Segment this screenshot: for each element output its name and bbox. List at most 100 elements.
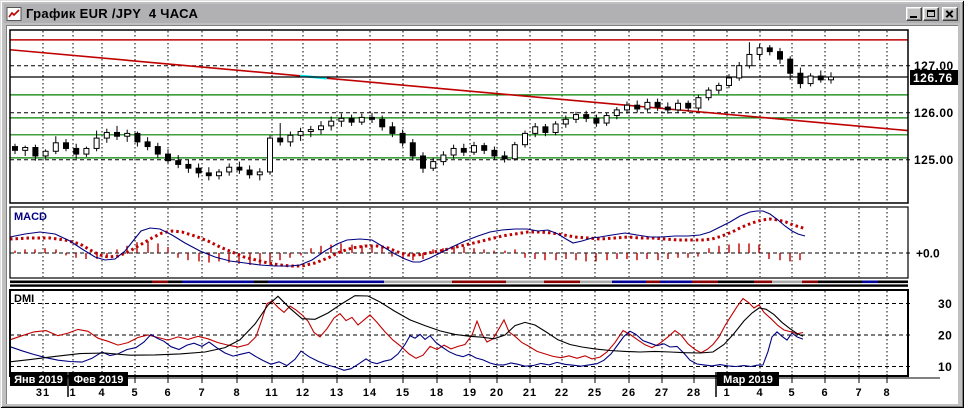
candle	[338, 117, 345, 122]
ribbon-segment	[802, 280, 818, 284]
candle	[63, 142, 69, 149]
date-axis: 31 1 4 5 6 7 8 11 12 13 14 15 18 19 20 21 22 25 26 27 28 1 4 5 6…	[10, 372, 940, 399]
candle	[12, 146, 18, 151]
trendline	[9, 48, 909, 132]
month-label: Мар 2019	[723, 374, 773, 386]
macd-signal-line	[9, 217, 807, 268]
candle	[736, 65, 743, 79]
candle	[705, 89, 712, 99]
date-tick-label: 25	[588, 387, 602, 399]
ribbon-segment	[268, 280, 384, 284]
month-badge	[717, 372, 779, 386]
ribbon-segment	[506, 280, 544, 284]
candle	[460, 147, 467, 153]
macd-line	[9, 210, 806, 267]
dmi-plus-di-line	[9, 297, 804, 360]
candle	[613, 109, 620, 117]
candle	[93, 137, 100, 149]
candle	[593, 117, 600, 124]
chart-canvas[interactable]: 127.00 126.00 125.00 126.76 MACD +0.0 30 20 10 DM…	[6, 25, 958, 404]
candle	[817, 75, 824, 81]
candle	[175, 160, 182, 165]
candle	[32, 147, 39, 157]
candle	[307, 129, 314, 133]
candle	[430, 161, 437, 169]
candle	[746, 53, 753, 67]
ribbon-segment	[772, 280, 802, 284]
month-badge	[69, 372, 128, 386]
ribbon-segment	[878, 280, 908, 284]
candle	[195, 167, 202, 174]
date-tick-label: 20	[490, 387, 504, 399]
candle	[246, 169, 253, 176]
ribbon-segment	[718, 280, 754, 284]
ribbon-segment	[754, 280, 772, 284]
candle	[83, 147, 90, 155]
candle	[318, 125, 324, 131]
candle	[777, 51, 783, 60]
date-tick-label: 5	[131, 387, 138, 399]
chart-client-area: 127.00 126.00 125.00 126.76 MACD +0.0 30 20 10 DM…	[6, 25, 958, 404]
dmi-panel: 30 20 10 DMI	[9, 289, 952, 377]
window-controls	[906, 6, 958, 21]
date-tick-label: 6	[821, 387, 828, 399]
candle	[144, 141, 151, 148]
ribbon-segment	[660, 280, 692, 284]
main-price-panel: 127.00 126.00 125.00	[9, 29, 954, 204]
candle	[114, 131, 120, 137]
dmi-minus-di-line	[9, 330, 804, 371]
day-gridlines	[42, 31, 888, 375]
candle	[52, 142, 59, 152]
date-tick-label: 1	[69, 387, 76, 399]
candle	[409, 142, 416, 157]
date-tick-label: 27	[655, 387, 669, 399]
ribbon-baseline	[10, 284, 908, 287]
candle	[511, 144, 518, 160]
ribbon-segment	[10, 280, 152, 284]
candle	[562, 118, 569, 125]
ribbon-segment	[168, 280, 182, 284]
candle	[124, 132, 131, 137]
candle	[389, 126, 396, 134]
ribbon-segment	[152, 280, 168, 284]
candle	[634, 104, 641, 110]
candle	[624, 104, 630, 111]
macd-panel-label: MACD	[14, 211, 47, 223]
date-tick-label: 12	[296, 387, 310, 399]
candle	[226, 166, 233, 173]
candle	[583, 114, 590, 119]
candle	[73, 147, 80, 155]
candle	[399, 132, 406, 144]
date-tick-label: 14	[363, 387, 377, 399]
candle	[522, 132, 528, 146]
month-label: Фев 2019	[74, 374, 124, 386]
candle	[807, 75, 814, 85]
price-tick-label: 127.00	[914, 59, 954, 73]
candle	[205, 172, 212, 177]
trend-ribbon	[10, 280, 908, 287]
candle	[532, 126, 539, 134]
candle	[297, 131, 304, 136]
macd-zero-label: +0.0	[916, 247, 940, 261]
maximize-button[interactable]	[923, 6, 939, 21]
date-tick-label: 19	[463, 387, 477, 399]
candle	[103, 131, 110, 139]
minimize-button[interactable]	[906, 6, 922, 21]
date-tick-label: 26	[622, 387, 636, 399]
candle	[216, 171, 222, 177]
close-button[interactable]	[942, 6, 958, 21]
dmi-tick-label: 20	[938, 329, 952, 343]
date-tick-label: 13	[330, 387, 344, 399]
chart-line-icon	[6, 6, 22, 21]
candle	[22, 147, 29, 151]
macd-panel: MACD +0.0	[9, 206, 940, 279]
ribbon-segment	[862, 280, 878, 284]
ribbon-segment	[452, 280, 506, 284]
candle	[501, 155, 508, 160]
candle	[491, 149, 498, 157]
title-bar[interactable]: График EUR /JPY 4 ЧАСА	[4, 4, 960, 23]
ribbon-segment	[544, 280, 580, 284]
candle	[797, 72, 804, 85]
candle	[328, 120, 335, 127]
ribbon-segment	[580, 280, 612, 284]
